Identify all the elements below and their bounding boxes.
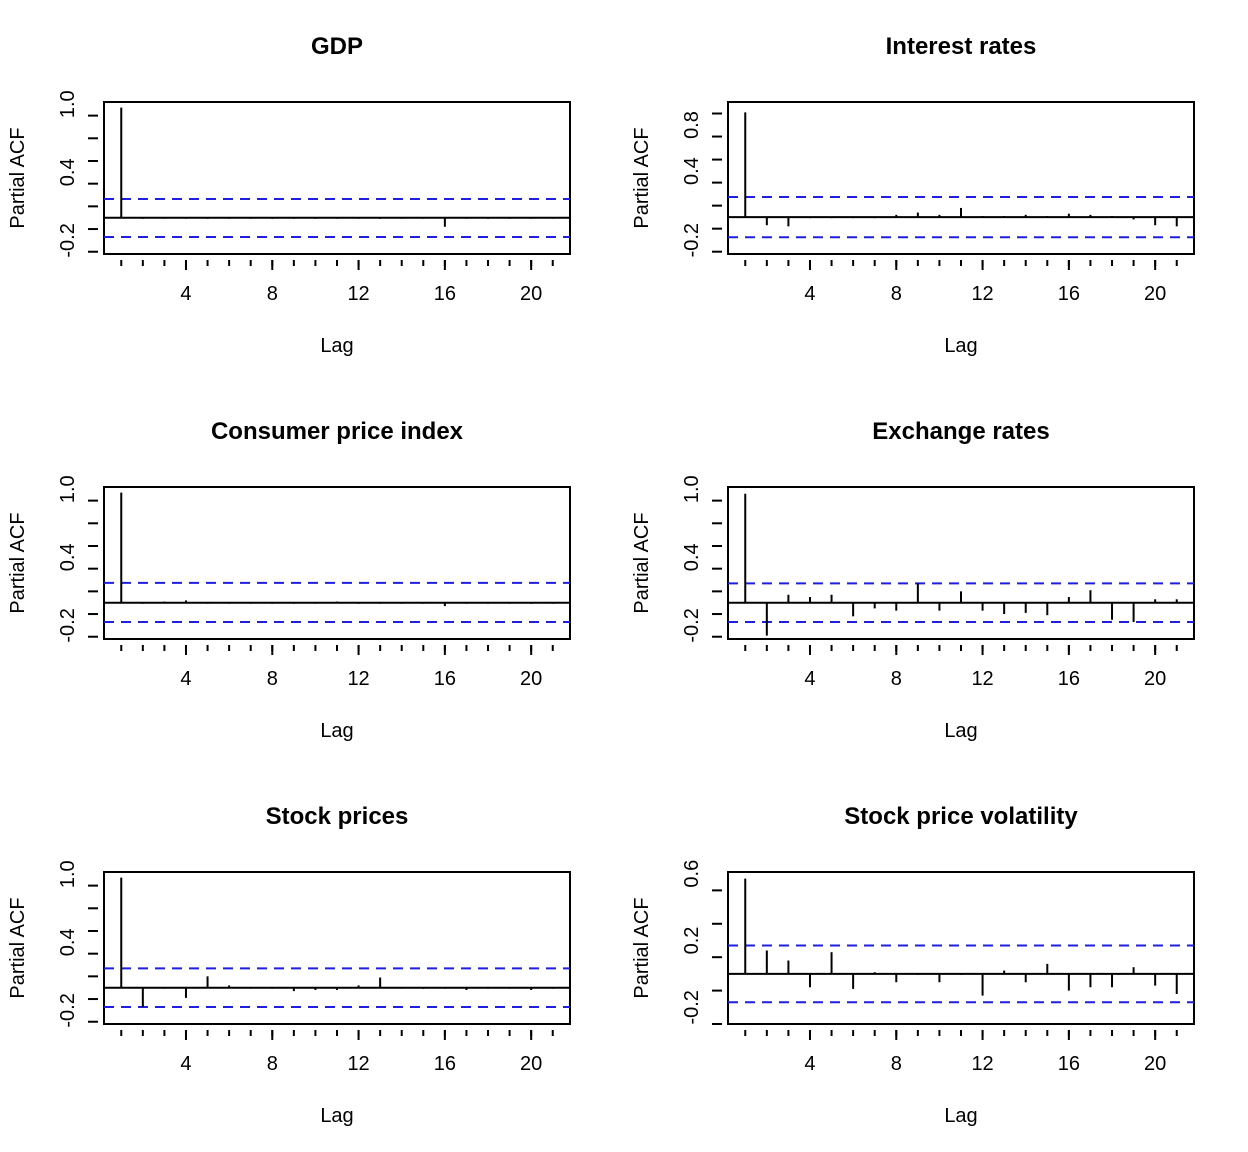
x-tick-label: 20: [1144, 283, 1166, 305]
x-tick-label: 16: [1058, 1053, 1080, 1075]
y-tick-label: 1.0: [57, 90, 79, 118]
x-axis-label: Lag: [320, 1105, 353, 1127]
y-tick-label: -0.2: [681, 608, 703, 642]
y-axis-label: Partial ACF: [631, 512, 653, 613]
x-axis-label: Lag: [320, 335, 353, 357]
x-tick-label: 4: [804, 1053, 815, 1075]
x-tick-label: 12: [971, 1053, 993, 1075]
y-tick-label: -0.2: [681, 990, 703, 1024]
x-tick-label: 16: [1058, 668, 1080, 690]
x-tick-label: 4: [180, 283, 191, 305]
plot-frame: [727, 486, 1195, 640]
panel-title: Stock price volatility: [844, 803, 1078, 830]
x-tick-label: 16: [434, 1053, 456, 1075]
y-tick-label: 1.0: [681, 475, 703, 503]
x-tick-label: 16: [434, 283, 456, 305]
y-tick-label: 1.0: [57, 860, 79, 888]
y-tick-label: 0.4: [57, 543, 79, 571]
x-tick-label: 12: [347, 1053, 369, 1075]
plot-frame: [103, 871, 571, 1025]
y-tick-label: -0.2: [57, 223, 79, 257]
plot-frame: [727, 871, 1195, 1025]
x-tick-label: 4: [180, 668, 191, 690]
y-axis-label: Partial ACF: [7, 512, 29, 613]
panel-title: Interest rates: [886, 33, 1037, 60]
x-tick-label: 8: [891, 283, 902, 305]
y-tick-label: 0.4: [681, 543, 703, 571]
x-axis-label: Lag: [944, 1105, 977, 1127]
x-tick-label: 8: [267, 1053, 278, 1075]
panel-stock-prices: Stock prices 4 8 12 16 20 Lag -0.2 0.4 1.0 Partial…: [7, 803, 571, 1127]
y-tick-label: 0.4: [681, 157, 703, 185]
panel-title: GDP: [311, 33, 363, 60]
y-axis-label: Partial ACF: [7, 127, 29, 228]
panel-consumer-price-index: Consumer price index 4 8 12 16 20 Lag -0.2 0.4 1.…: [7, 418, 571, 742]
y-tick-label: 0.8: [681, 111, 703, 139]
x-tick-label: 20: [1144, 668, 1166, 690]
y-axis-label: Partial ACF: [7, 897, 29, 998]
plot-frame: [103, 101, 571, 255]
y-tick-label: -0.2: [57, 993, 79, 1027]
y-tick-label: 0.6: [681, 860, 703, 888]
x-axis-label: Lag: [320, 720, 353, 742]
panel-title: Exchange rates: [872, 418, 1049, 445]
x-tick-label: 8: [891, 1053, 902, 1075]
panel-exchange-rates: Exchange rates 4 8 12 16 20 Lag -0.2 0.4 1.0 Parti…: [631, 418, 1195, 742]
x-tick-label: 8: [267, 668, 278, 690]
x-tick-label: 8: [891, 668, 902, 690]
y-axis-label: Partial ACF: [631, 897, 653, 998]
y-tick-label: -0.2: [57, 608, 79, 642]
x-tick-label: 20: [520, 668, 542, 690]
x-tick-label: 20: [520, 283, 542, 305]
x-tick-label: 4: [804, 283, 815, 305]
panel-interest-rates: Interest rates 4 8 12 16 20 Lag -0.2 0.4 0.8 Parti…: [631, 33, 1195, 357]
panel-stock-price-volatility: Stock price volatility 4 8 12 16 20 Lag -0.2 0.2…: [631, 803, 1195, 1127]
y-tick-label: 0.4: [57, 158, 79, 186]
x-tick-label: 16: [434, 668, 456, 690]
x-tick-label: 12: [347, 668, 369, 690]
plot-frame: [727, 101, 1195, 255]
y-tick-label: 1.0: [57, 475, 79, 503]
x-tick-label: 4: [804, 668, 815, 690]
x-axis-label: Lag: [944, 720, 977, 742]
x-tick-label: 16: [1058, 283, 1080, 305]
x-tick-label: 12: [971, 283, 993, 305]
x-axis-label: Lag: [944, 335, 977, 357]
y-tick-label: -0.2: [681, 223, 703, 257]
y-axis-label: Partial ACF: [631, 127, 653, 228]
x-tick-label: 20: [520, 1053, 542, 1075]
plot-frame: [103, 486, 571, 640]
y-tick-label: 0.4: [57, 928, 79, 956]
x-tick-label: 8: [267, 283, 278, 305]
panel-title: Stock prices: [266, 803, 409, 830]
x-tick-label: 12: [347, 283, 369, 305]
panel-title: Consumer price index: [211, 418, 464, 445]
x-tick-label: 12: [971, 668, 993, 690]
x-tick-label: 4: [180, 1053, 191, 1075]
y-tick-label: 0.2: [681, 927, 703, 955]
panel-gdp: GDP 4 8 12 16 20 Lag -0.2 0.4 1.0 Partial ACF: [7, 33, 571, 357]
x-tick-label: 20: [1144, 1053, 1166, 1075]
